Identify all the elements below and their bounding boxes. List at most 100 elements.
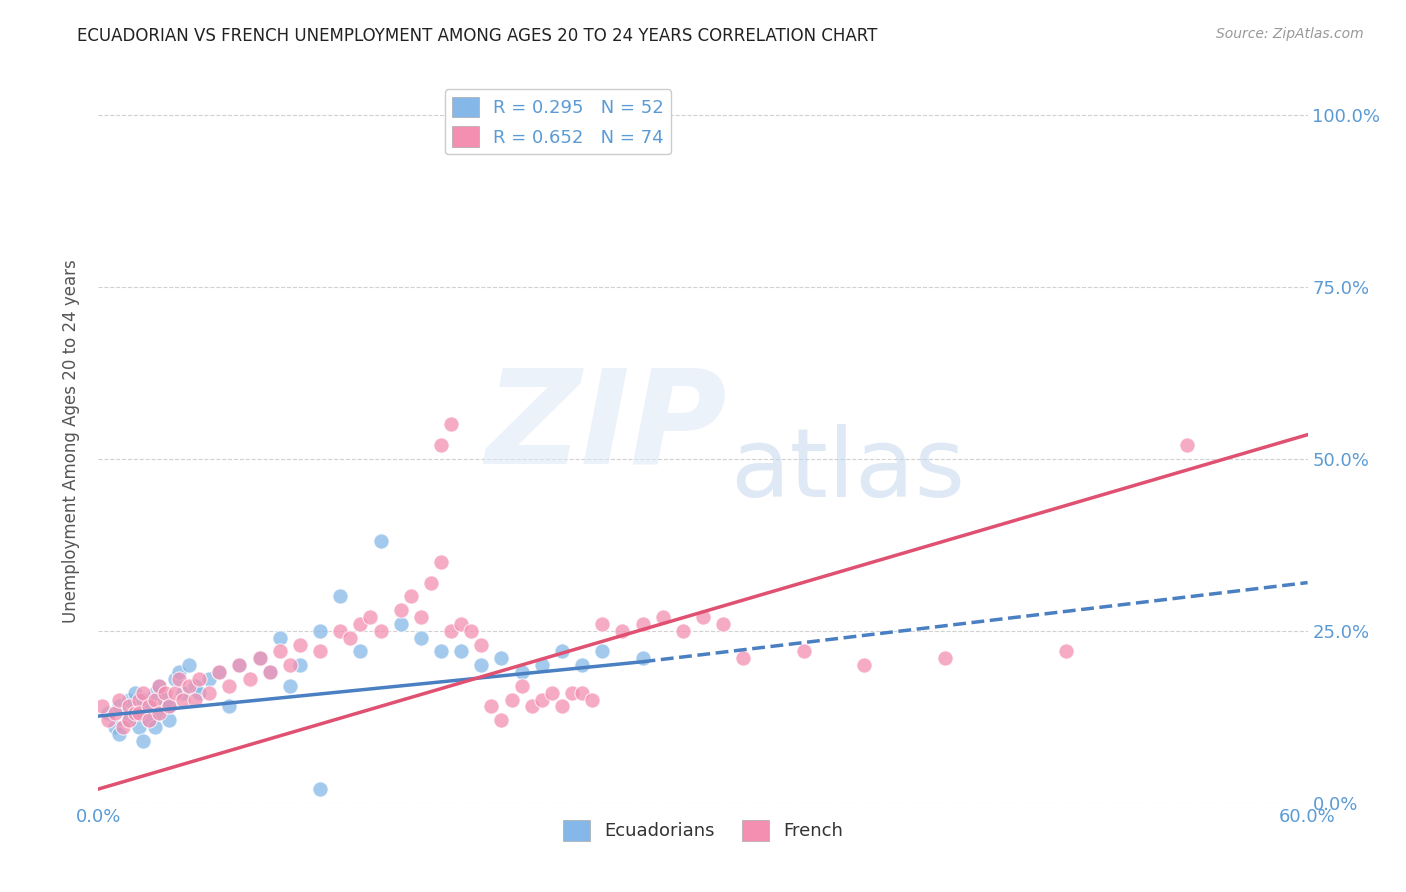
- Point: [148, 706, 170, 721]
- Point: [157, 699, 180, 714]
- Point: [172, 686, 194, 700]
- Point: [561, 686, 583, 700]
- Point: [692, 610, 714, 624]
- Point: [591, 644, 613, 658]
- Point: [510, 665, 533, 679]
- Point: [389, 616, 412, 631]
- Text: ECUADORIAN VS FRENCH UNEMPLOYMENT AMONG AGES 20 TO 24 YEARS CORRELATION CHART: ECUADORIAN VS FRENCH UNEMPLOYMENT AMONG …: [77, 27, 877, 45]
- Point: [430, 438, 453, 452]
- Point: [571, 658, 593, 673]
- Point: [581, 692, 603, 706]
- Point: [218, 679, 240, 693]
- Point: [172, 692, 194, 706]
- Point: [128, 720, 150, 734]
- Point: [288, 658, 311, 673]
- Point: [128, 692, 150, 706]
- Point: [103, 706, 125, 721]
- Point: [501, 692, 523, 706]
- Point: [167, 672, 190, 686]
- Point: [460, 624, 482, 638]
- Point: [370, 534, 392, 549]
- Point: [124, 686, 146, 700]
- Point: [520, 699, 543, 714]
- Point: [269, 631, 291, 645]
- Point: [288, 638, 311, 652]
- Point: [853, 658, 876, 673]
- Point: [143, 692, 166, 706]
- Point: [249, 651, 271, 665]
- Point: [259, 665, 281, 679]
- Point: [450, 644, 472, 658]
- Point: [430, 644, 453, 658]
- Point: [329, 624, 352, 638]
- Point: [153, 692, 176, 706]
- Point: [124, 706, 146, 721]
- Point: [97, 713, 120, 727]
- Point: [440, 624, 463, 638]
- Point: [1054, 644, 1077, 658]
- Point: [278, 658, 301, 673]
- Point: [530, 658, 553, 673]
- Point: [711, 616, 734, 631]
- Point: [138, 713, 160, 727]
- Point: [188, 672, 211, 686]
- Point: [188, 686, 211, 700]
- Point: [470, 638, 492, 652]
- Point: [228, 658, 250, 673]
- Point: [530, 692, 553, 706]
- Point: [1175, 438, 1198, 452]
- Point: [157, 699, 180, 714]
- Point: [540, 686, 562, 700]
- Point: [184, 679, 207, 693]
- Text: Source: ZipAtlas.com: Source: ZipAtlas.com: [1216, 27, 1364, 41]
- Text: ZIP: ZIP: [485, 364, 727, 491]
- Point: [184, 692, 207, 706]
- Point: [420, 575, 443, 590]
- Point: [148, 679, 170, 693]
- Point: [208, 665, 231, 679]
- Point: [339, 631, 361, 645]
- Point: [179, 679, 201, 693]
- Point: [208, 665, 231, 679]
- Text: atlas: atlas: [731, 424, 966, 517]
- Point: [440, 417, 463, 432]
- Point: [138, 713, 160, 727]
- Point: [571, 686, 593, 700]
- Point: [309, 782, 332, 797]
- Point: [107, 727, 129, 741]
- Point: [612, 624, 634, 638]
- Point: [103, 720, 125, 734]
- Point: [118, 713, 141, 727]
- Point: [153, 686, 176, 700]
- Point: [97, 706, 120, 721]
- Point: [450, 616, 472, 631]
- Point: [179, 658, 201, 673]
- Point: [551, 699, 574, 714]
- Point: [409, 610, 432, 624]
- Point: [157, 713, 180, 727]
- Point: [132, 686, 155, 700]
- Point: [631, 651, 654, 665]
- Point: [228, 658, 250, 673]
- Legend: Ecuadorians, French: Ecuadorians, French: [555, 813, 851, 848]
- Point: [132, 734, 155, 748]
- Point: [128, 706, 150, 721]
- Point: [143, 720, 166, 734]
- Point: [389, 603, 412, 617]
- Point: [118, 699, 141, 714]
- Point: [198, 686, 221, 700]
- Point: [132, 692, 155, 706]
- Point: [510, 679, 533, 693]
- Point: [733, 651, 755, 665]
- Point: [163, 686, 186, 700]
- Point: [481, 699, 503, 714]
- Point: [138, 699, 160, 714]
- Y-axis label: Unemployment Among Ages 20 to 24 years: Unemployment Among Ages 20 to 24 years: [62, 260, 80, 624]
- Point: [138, 699, 160, 714]
- Point: [278, 679, 301, 693]
- Point: [107, 699, 129, 714]
- Point: [349, 644, 371, 658]
- Point: [329, 590, 352, 604]
- Point: [349, 616, 371, 631]
- Point: [118, 713, 141, 727]
